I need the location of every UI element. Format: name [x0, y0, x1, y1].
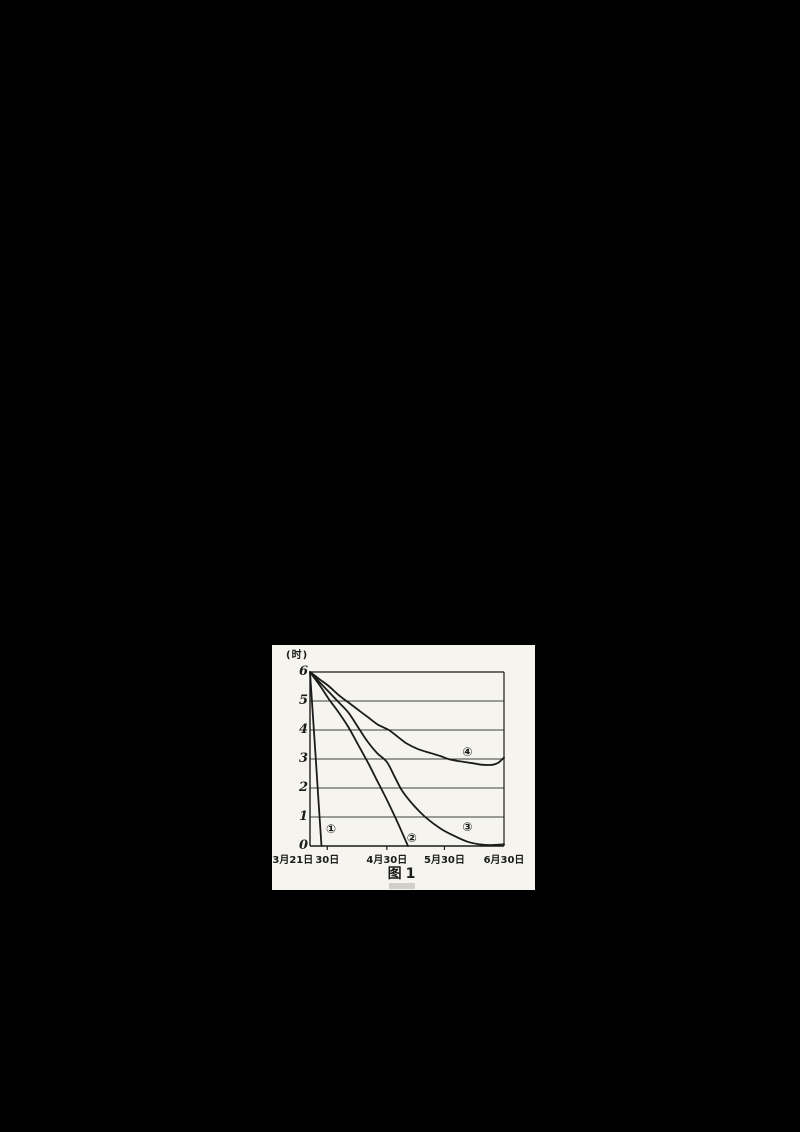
curve-number-label-2: ②: [406, 830, 417, 845]
curve-4: [309, 671, 505, 766]
y-tick-label-2: 2: [298, 780, 308, 796]
x-tick-label-2: 30日: [315, 855, 340, 866]
chart-canvas: [309, 671, 505, 850]
y-tick-label-3: 3: [298, 751, 308, 767]
y-tick-label-5: 5: [298, 693, 308, 709]
curve-number-label-3: ③: [462, 820, 473, 835]
y-tick-label-4: 4: [298, 722, 308, 738]
y-tick-label-1: 1: [298, 809, 308, 825]
y-tick-label-0: 0: [298, 838, 308, 854]
x-tick-label-5: 6月30日: [483, 855, 525, 866]
curve-3: [309, 671, 505, 847]
x-tick-label-3: 4月30日: [366, 855, 408, 866]
figure-panel: (时) 6 5 4 3 2 1 0 3月21日 30日 4月30日 5月30日 6月30日 ① ② ③ ④…: [272, 645, 535, 890]
curve-2: [309, 671, 409, 847]
curve-1: [309, 671, 323, 847]
figure-caption: 图1: [387, 866, 420, 882]
curve-number-label-4: ④: [462, 744, 473, 759]
x-tick-label-1: 3月21日: [272, 855, 314, 866]
curve-number-label-1: ①: [326, 822, 337, 837]
x-tick-label-4: 5月30日: [424, 855, 465, 866]
y-tick-label-6: 6: [298, 664, 308, 680]
scan-artifact: [389, 883, 415, 889]
y-axis-title: (时): [286, 650, 309, 661]
